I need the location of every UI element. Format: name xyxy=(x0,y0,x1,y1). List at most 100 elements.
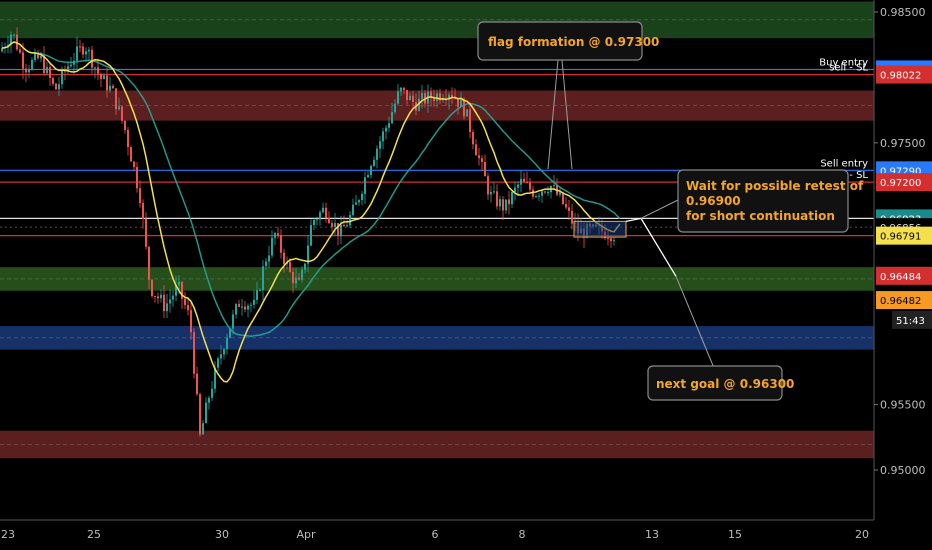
candle-body xyxy=(31,59,33,70)
annotation-retest[interactable]: Wait for possible retest of 0.96900 for … xyxy=(677,169,867,233)
goal-callout-line xyxy=(675,276,715,369)
price-badge-label-1: 0.98022 xyxy=(880,71,921,82)
candle-body xyxy=(118,106,120,110)
candle-body xyxy=(166,303,168,312)
candle-body xyxy=(532,189,534,197)
candle-body xyxy=(541,191,543,196)
candle-body xyxy=(283,252,285,264)
candle-body xyxy=(316,219,318,221)
candle-body xyxy=(220,354,222,359)
candle-body xyxy=(388,123,390,128)
candle-body xyxy=(478,155,480,159)
candle-body xyxy=(334,223,336,227)
candle-body xyxy=(544,191,546,193)
candle-body xyxy=(148,246,150,280)
candle-body xyxy=(379,141,381,149)
candle-body xyxy=(397,91,399,104)
candle-body xyxy=(352,204,354,215)
candle-body xyxy=(475,144,477,156)
annotation-flag[interactable]: flag formation @ 0.97300 xyxy=(477,21,659,61)
moving-average-fast xyxy=(1,41,621,383)
consolidation-box xyxy=(573,220,627,238)
candle-body xyxy=(61,69,63,85)
candle-body xyxy=(394,103,396,113)
candle-body xyxy=(325,207,327,218)
time-axis[interactable] xyxy=(0,519,932,550)
candle-body xyxy=(487,176,489,195)
candle-body xyxy=(187,305,189,311)
candle-body xyxy=(139,188,141,203)
time-tick-label: 25 xyxy=(87,528,101,541)
price-labels-layer: 0.985000.975000.955000.950000.980610.980… xyxy=(874,6,932,477)
candle-body xyxy=(451,94,453,98)
candle-body xyxy=(535,196,537,198)
candle-body xyxy=(571,210,573,224)
candle-body xyxy=(172,295,174,300)
candle-body xyxy=(511,191,513,205)
candle-body xyxy=(181,281,183,299)
candle-body xyxy=(421,93,423,99)
price-badge-label-8: 0.96482 xyxy=(880,296,921,307)
annotation-goal[interactable]: next goal @ 0.96300 xyxy=(647,365,794,401)
candle-body xyxy=(292,271,294,284)
candle-body xyxy=(49,67,51,78)
price-tick-label: 0.98500 xyxy=(880,6,926,19)
time-axis-bg xyxy=(0,520,932,550)
candle-body xyxy=(121,106,123,121)
candle-body xyxy=(16,34,18,50)
candle-body xyxy=(130,147,132,162)
level-line-label-1: sell - SL xyxy=(829,63,868,74)
candle-body xyxy=(97,67,99,74)
countdown-badge xyxy=(892,310,932,329)
candle-body xyxy=(526,181,528,183)
candle-body xyxy=(496,191,498,207)
candle-body xyxy=(412,95,414,102)
candle-body xyxy=(259,290,261,292)
candle-body xyxy=(55,83,57,90)
candle-body xyxy=(202,423,204,435)
candle-body xyxy=(484,161,486,177)
retest-callout-line xyxy=(640,199,679,219)
candle-body xyxy=(370,165,372,176)
candle-body xyxy=(337,223,339,237)
candle-body xyxy=(205,402,207,424)
candle-body xyxy=(301,269,303,280)
flag-callout-line xyxy=(547,59,559,170)
price-badge-6 xyxy=(876,226,932,245)
candle-body xyxy=(85,51,87,55)
candle-body xyxy=(1,48,3,52)
candle-body xyxy=(466,109,468,117)
moving-averages-layer xyxy=(1,41,621,383)
candle-body xyxy=(547,192,549,194)
candle-body xyxy=(382,131,384,142)
price-badge-7 xyxy=(876,266,932,285)
candle-body xyxy=(19,49,21,53)
price-badge-3 xyxy=(876,173,932,192)
candle-body xyxy=(568,207,570,211)
candle-body xyxy=(349,214,351,226)
time-tick-label: 30 xyxy=(215,528,229,541)
candle-body xyxy=(151,279,153,296)
candle-body xyxy=(520,178,522,185)
candle-body xyxy=(463,99,465,117)
candle-body xyxy=(517,184,519,188)
candle-body xyxy=(490,192,492,195)
countdown-label: 51:43 xyxy=(896,316,925,327)
candle-body xyxy=(289,262,291,272)
candle-body xyxy=(499,199,501,207)
candle-body xyxy=(319,212,321,220)
candle-body xyxy=(199,394,201,435)
price-tick-label: 0.95000 xyxy=(880,464,926,477)
candle-body xyxy=(274,233,276,238)
candle-body xyxy=(124,120,126,130)
candle-body xyxy=(385,127,387,132)
candle-body xyxy=(355,202,357,205)
candle-body xyxy=(268,255,270,262)
candle-body xyxy=(193,332,195,374)
price-tick-label: 0.97500 xyxy=(880,137,926,150)
candles-layer xyxy=(1,27,615,437)
candle-body xyxy=(403,87,405,90)
moving-average-slow xyxy=(1,41,621,337)
candle-body xyxy=(244,306,246,310)
